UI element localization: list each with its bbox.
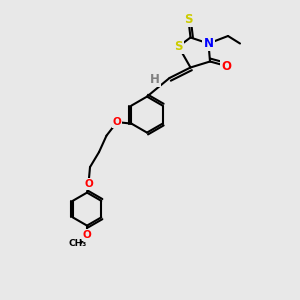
Text: O: O xyxy=(112,117,122,127)
Text: CH₃: CH₃ xyxy=(68,238,86,247)
Text: O: O xyxy=(82,230,91,240)
Text: N: N xyxy=(203,37,214,50)
Text: H: H xyxy=(150,73,159,86)
Text: O: O xyxy=(84,178,93,189)
Text: O: O xyxy=(221,59,232,73)
Text: S: S xyxy=(184,13,193,26)
Text: S: S xyxy=(174,40,183,53)
